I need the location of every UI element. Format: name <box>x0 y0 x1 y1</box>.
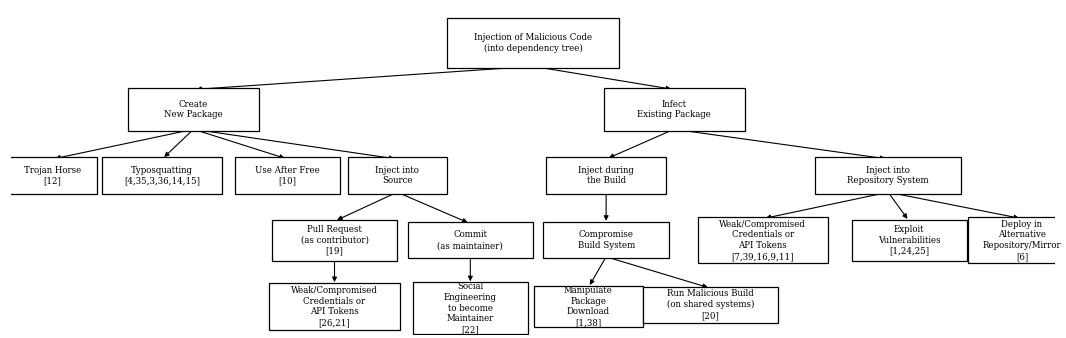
Text: Use After Free
[10]: Use After Free [10] <box>255 166 320 186</box>
Text: Infect
Existing Package: Infect Existing Package <box>637 99 711 119</box>
FancyBboxPatch shape <box>544 222 668 259</box>
Text: Social
Engineering
to become
Maintainer
[22]: Social Engineering to become Maintainer … <box>443 282 497 334</box>
Text: Create
New Package: Create New Package <box>164 99 223 119</box>
Text: Run Malicious Build
(on shared systems)
[20]: Run Malicious Build (on shared systems) … <box>667 289 755 320</box>
FancyBboxPatch shape <box>533 286 643 327</box>
Text: Inject into
Source: Inject into Source <box>375 166 419 186</box>
FancyBboxPatch shape <box>272 219 398 261</box>
Text: Typosquatting
[4,35,3,36,14,15]: Typosquatting [4,35,3,36,14,15] <box>124 166 200 186</box>
Text: Exploit
Vulnerabilities
[1,24,25]: Exploit Vulnerabilities [1,24,25] <box>877 225 940 256</box>
FancyBboxPatch shape <box>447 18 619 68</box>
Text: Deploy in
Alternative
Repository/Mirror
[6]: Deploy in Alternative Repository/Mirror … <box>983 220 1062 261</box>
Text: Weak/Compromised
Credentials or
API Tokens
[26,21]: Weak/Compromised Credentials or API Toke… <box>291 286 378 327</box>
Text: Inject during
the Build: Inject during the Build <box>578 166 634 186</box>
FancyBboxPatch shape <box>968 217 1066 263</box>
FancyBboxPatch shape <box>643 287 778 323</box>
FancyBboxPatch shape <box>102 158 222 194</box>
FancyBboxPatch shape <box>815 158 962 194</box>
Text: Manipulate
Package
Download
[1,38]: Manipulate Package Download [1,38] <box>564 286 613 327</box>
FancyBboxPatch shape <box>128 88 259 131</box>
Text: Injection of Malicious Code
(into dependency tree): Injection of Malicious Code (into depend… <box>474 33 592 53</box>
FancyBboxPatch shape <box>852 219 967 261</box>
FancyBboxPatch shape <box>9 158 97 194</box>
Text: Pull Request
(as contributor)
[19]: Pull Request (as contributor) [19] <box>301 225 369 256</box>
FancyBboxPatch shape <box>407 222 533 259</box>
Text: Commit
(as maintainer): Commit (as maintainer) <box>437 230 503 250</box>
Text: Weak/Compromised
Credentials or
API Tokens
[7,39,16,9,11]: Weak/Compromised Credentials or API Toke… <box>720 220 806 261</box>
Text: Compromise
Build System: Compromise Build System <box>578 230 634 250</box>
FancyBboxPatch shape <box>270 283 400 330</box>
Text: Inject into
Repository System: Inject into Repository System <box>847 166 928 186</box>
FancyBboxPatch shape <box>697 217 828 263</box>
FancyBboxPatch shape <box>413 283 528 334</box>
FancyBboxPatch shape <box>236 158 340 194</box>
FancyBboxPatch shape <box>348 158 447 194</box>
FancyBboxPatch shape <box>546 158 666 194</box>
FancyBboxPatch shape <box>603 88 744 131</box>
Text: Trojan Horse
[12]: Trojan Horse [12] <box>23 166 81 186</box>
